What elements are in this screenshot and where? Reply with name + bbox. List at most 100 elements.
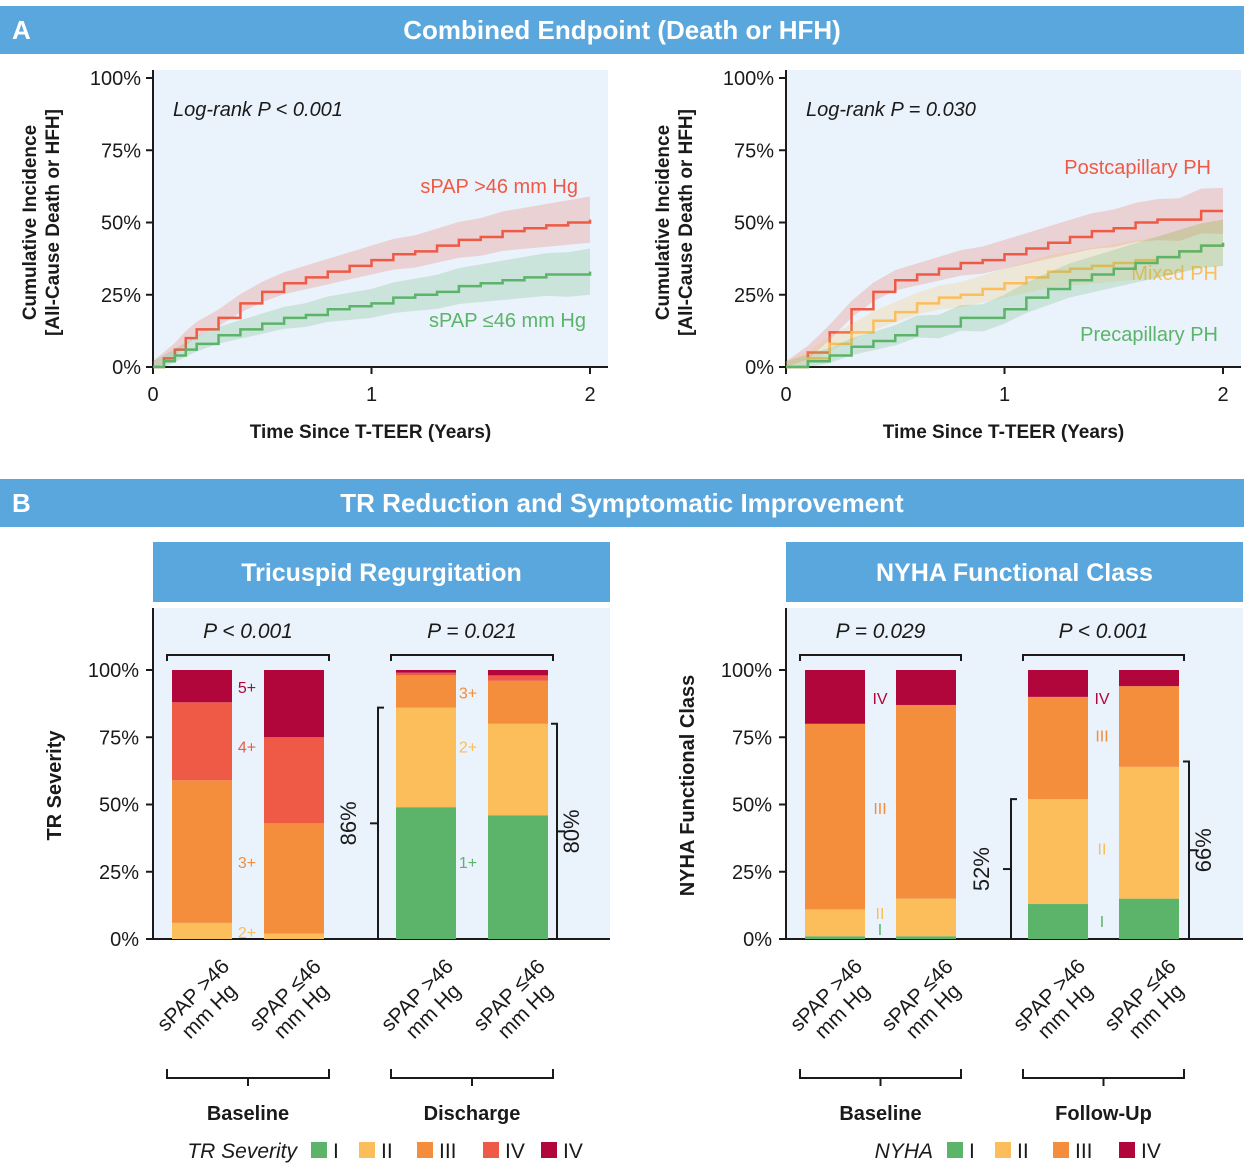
y-axis-label: TR Severity	[44, 730, 66, 841]
bar-segment	[172, 780, 232, 923]
x-axis-label: Time Since T-TEER (Years)	[883, 422, 1124, 443]
legend-swatch	[947, 1142, 963, 1158]
p-value-label: P = 0.021	[427, 620, 517, 643]
segment-label: 1+	[459, 855, 477, 872]
bar-segment	[172, 922, 232, 939]
bar-segment	[1028, 904, 1088, 939]
x-tick-label: 1	[999, 384, 1010, 406]
series-label: Mixed PH	[1131, 263, 1218, 285]
segment-label: 3+	[238, 855, 256, 872]
bar-segment	[1028, 799, 1088, 905]
legend-label: IV	[1141, 1140, 1161, 1163]
bar-segment	[896, 936, 956, 939]
legend-label: III	[1075, 1140, 1093, 1163]
y-axis-label: Cumulative Incidence	[20, 125, 41, 320]
y-tick-label: 75%	[732, 727, 772, 749]
group-bracket	[799, 1069, 962, 1079]
bar-segment	[896, 670, 956, 705]
bar-segment	[396, 670, 456, 673]
segment-label: 5+	[238, 680, 256, 697]
y-tick-label: 100%	[721, 660, 772, 682]
series-line	[786, 242, 1225, 369]
y-axis-label: [All-Cause Death or HFH]	[43, 109, 64, 336]
bar-segment	[488, 723, 548, 816]
legend-label: I	[333, 1140, 339, 1163]
bar-segment	[896, 898, 956, 937]
segment-label: 3+	[459, 686, 477, 703]
series-label: Precapillary PH	[1080, 324, 1218, 346]
bar-segment	[805, 670, 865, 724]
logrank-annotation: Log-rank P = 0.030	[806, 99, 976, 121]
y-tick-label: 50%	[734, 213, 774, 235]
series-line	[153, 271, 592, 369]
y-tick-label: 25%	[101, 285, 141, 307]
subplot-title: Tricuspid Regurgitation	[241, 559, 522, 587]
p-value-label: P < 0.001	[203, 620, 293, 643]
y-tick-label: 0%	[112, 357, 141, 379]
bar-segment	[805, 936, 865, 939]
group-label: Baseline	[207, 1103, 289, 1125]
bar-segment	[1028, 696, 1088, 800]
bar-segment	[264, 670, 324, 738]
y-tick-label: 75%	[101, 140, 141, 162]
legend-label: IV	[505, 1140, 525, 1163]
bar-segment	[1028, 670, 1088, 697]
y-axis-label: NYHA Functional Class	[677, 675, 699, 897]
series-label: sPAP ≤46 mm Hg	[429, 310, 586, 332]
x-tick-label: 2	[584, 384, 595, 406]
subplot-title-box	[786, 542, 1243, 602]
y-axis-label: Cumulative Incidence	[653, 125, 674, 320]
segment-label: III	[873, 801, 886, 818]
response-percent: 86%	[336, 801, 361, 845]
bar-segment	[896, 704, 956, 899]
legend-swatch	[417, 1142, 433, 1158]
bar-segment	[396, 707, 456, 808]
series-label: Postcapillary PH	[1064, 157, 1211, 179]
x-tick-label: 0	[780, 384, 791, 406]
group-label: Follow-Up	[1055, 1103, 1152, 1125]
panel-b-letter: B	[12, 488, 31, 518]
legend-swatch	[1053, 1142, 1069, 1158]
panel-a-title: Combined Endpoint (Death or HFH)	[403, 15, 841, 45]
group-bracket	[1022, 1069, 1185, 1079]
p-value-bracket	[1022, 654, 1185, 661]
bar-segment	[1119, 766, 1179, 899]
legend-label: II	[1017, 1140, 1029, 1163]
segment-label: 2+	[238, 925, 256, 942]
panel-b-title: TR Reduction and Symptomatic Improvement	[340, 488, 904, 518]
x-tick-label: 0	[147, 384, 158, 406]
bar-segment	[264, 823, 324, 934]
segment-label: IV	[1094, 691, 1109, 708]
group-bracket	[166, 1069, 330, 1079]
bar-segment	[1119, 898, 1179, 939]
bar-segment	[488, 670, 548, 676]
x-tick-label: 2	[1217, 384, 1228, 406]
y-tick-label: 0%	[745, 357, 774, 379]
panel-a-banner: A Combined Endpoint (Death or HFH)	[0, 6, 1244, 54]
group-label: Discharge	[424, 1103, 521, 1125]
bar-segment	[396, 807, 456, 939]
legend-swatch	[359, 1142, 375, 1158]
legend-swatch	[311, 1142, 327, 1158]
series-line	[153, 219, 592, 369]
response-percent: 80%	[559, 809, 584, 853]
y-axis-label: [All-Cause Death or HFH]	[676, 109, 697, 336]
legend-label: I	[969, 1140, 975, 1163]
y-tick-label: 25%	[734, 285, 774, 307]
confidence-band	[786, 219, 1223, 367]
segment-label: IV	[872, 691, 887, 708]
y-tick-label: 0%	[110, 929, 139, 951]
logrank-annotation: Log-rank P < 0.001	[173, 99, 343, 121]
legend-title: NYHA	[875, 1140, 933, 1163]
legend-label: IV	[563, 1140, 583, 1163]
y-tick-label: 100%	[90, 68, 141, 90]
group-label: Baseline	[839, 1103, 921, 1125]
y-tick-label: 100%	[88, 660, 139, 682]
legend-swatch	[995, 1142, 1011, 1158]
bar-segment	[1119, 686, 1179, 767]
p-value-bracket	[799, 654, 962, 661]
segment-label: 4+	[238, 739, 256, 756]
series-label: sPAP >46 mm Hg	[420, 176, 578, 198]
x-axis-label: Time Since T-TEER (Years)	[250, 422, 491, 443]
segment-label: III	[1095, 729, 1108, 746]
